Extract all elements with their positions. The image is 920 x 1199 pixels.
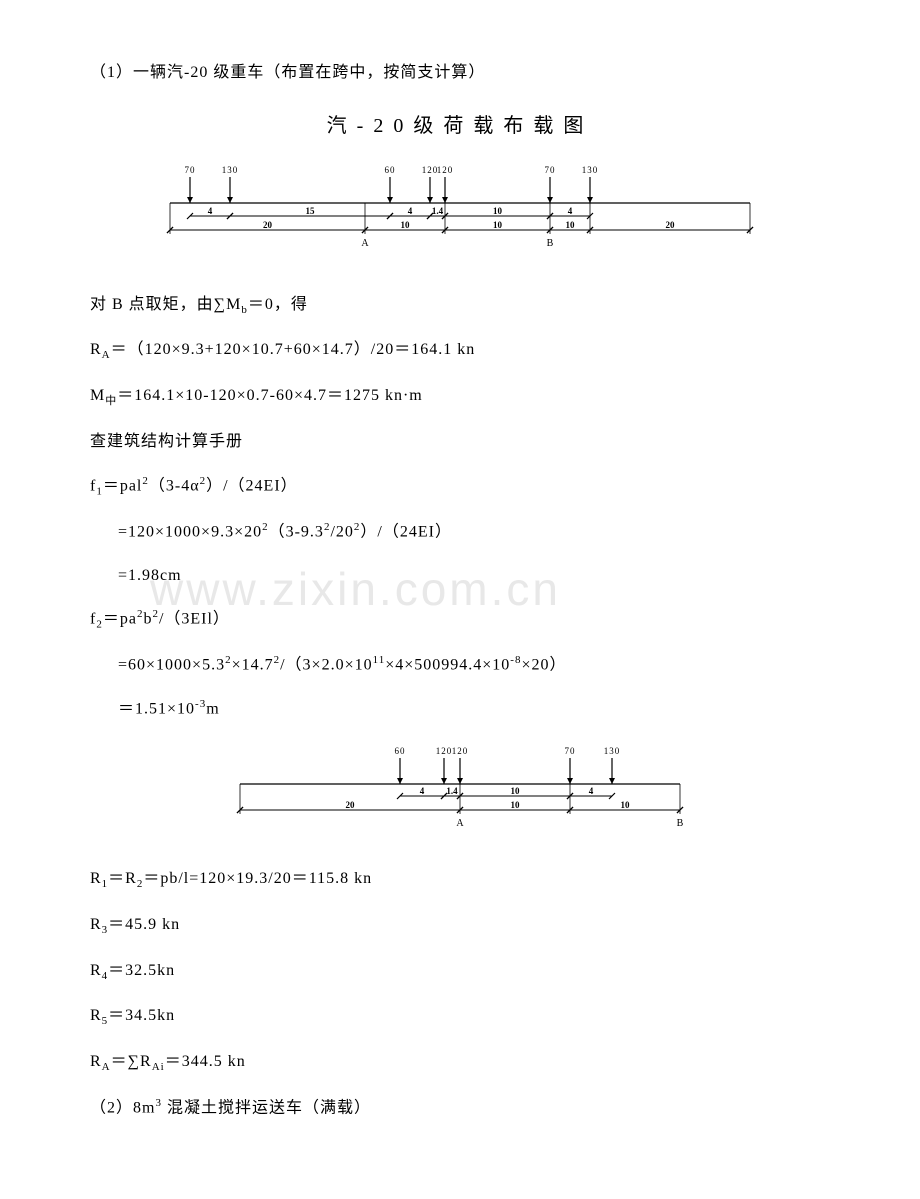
text: ＝32.5kn bbox=[108, 962, 175, 979]
svg-text:4: 4 bbox=[568, 206, 573, 216]
text: ×4×500994.4×10 bbox=[385, 657, 510, 674]
text: R bbox=[90, 916, 102, 933]
line-f2: f2＝pa2b2/（3EIl） bbox=[90, 606, 830, 634]
text: /20 bbox=[330, 523, 353, 540]
text: R bbox=[90, 341, 102, 358]
svg-text:10: 10 bbox=[566, 220, 576, 230]
svg-text:15: 15 bbox=[306, 206, 316, 216]
svg-text:1.4: 1.4 bbox=[446, 786, 458, 796]
line-r3: R3＝45.9 kn bbox=[90, 912, 830, 940]
line-f1-calc: =120×1000×9.3×202（3-9.32/202）/（24EI） bbox=[90, 519, 830, 545]
sup: -8 bbox=[510, 654, 521, 666]
text: （2）8m bbox=[90, 1099, 155, 1116]
svg-text:4: 4 bbox=[408, 206, 413, 216]
svg-text:60: 60 bbox=[385, 165, 396, 175]
svg-text:4: 4 bbox=[589, 786, 594, 796]
text: 混凝土搅拌运送车（满载） bbox=[162, 1099, 371, 1116]
text: R bbox=[90, 870, 102, 887]
svg-text:1.4: 1.4 bbox=[432, 206, 444, 216]
sub: 中 bbox=[105, 395, 117, 407]
svg-text:10: 10 bbox=[493, 220, 503, 230]
section1-title: （1）一辆汽-20 级重车（布置在跨中，按简支计算） bbox=[90, 60, 830, 86]
text: ＝45.9 kn bbox=[108, 916, 180, 933]
svg-text:120: 120 bbox=[436, 746, 453, 756]
svg-text:10: 10 bbox=[493, 206, 503, 216]
svg-text:B: B bbox=[547, 238, 554, 249]
svg-text:10: 10 bbox=[511, 800, 521, 810]
line-f1: f1＝pal2（3-4α2）/（24EI） bbox=[90, 473, 830, 501]
text: ＝34.5kn bbox=[108, 1007, 175, 1024]
sup: 11 bbox=[373, 654, 386, 666]
text: ＝344.5 kn bbox=[165, 1053, 246, 1070]
line-rA: RA＝∑RAi＝344.5 kn bbox=[90, 1049, 830, 1077]
section2-title: （2）8m3 混凝土搅拌运送车（满载） bbox=[90, 1095, 830, 1121]
svg-text:B: B bbox=[677, 818, 684, 829]
sub: A bbox=[102, 1061, 111, 1073]
svg-text:130: 130 bbox=[604, 746, 621, 756]
line-mb: 对 B 点取矩，由∑Mb＝0，得 bbox=[90, 292, 830, 320]
text: ＝1.51×10 bbox=[118, 701, 195, 718]
svg-text:4: 4 bbox=[420, 786, 425, 796]
svg-text:70: 70 bbox=[185, 165, 196, 175]
sub: A bbox=[102, 350, 111, 362]
text: M bbox=[90, 387, 105, 404]
text: ）/（24EI） bbox=[360, 523, 452, 540]
line-r1: R1＝R2＝pb/l=120×19.3/20＝115.8 kn bbox=[90, 866, 830, 894]
text: R bbox=[90, 1007, 102, 1024]
svg-text:70: 70 bbox=[545, 165, 556, 175]
svg-text:120: 120 bbox=[437, 165, 454, 175]
sup: -3 bbox=[195, 698, 206, 710]
text: R bbox=[90, 962, 102, 979]
text: （3-9.3 bbox=[269, 523, 324, 540]
text: /（3×2.0×10 bbox=[280, 657, 373, 674]
text: ＝pb/l=120×19.3/20＝115.8 kn bbox=[143, 870, 372, 887]
sub: Ai bbox=[152, 1061, 165, 1073]
svg-text:70: 70 bbox=[565, 746, 576, 756]
svg-text:130: 130 bbox=[582, 165, 599, 175]
text: ＝0，得 bbox=[248, 296, 308, 313]
diagram2: 4 1.4 10 4 20 10 10 60 120120 70 130 A B bbox=[180, 742, 740, 842]
diagram1: 41541.41042010101020701306012012070130AB bbox=[110, 158, 810, 268]
svg-text:20: 20 bbox=[666, 220, 676, 230]
text: ＝R bbox=[108, 870, 137, 887]
svg-text:20: 20 bbox=[346, 800, 356, 810]
line-f2-calc: =60×1000×5.32×14.72/（3×2.0×1011×4×500994… bbox=[90, 652, 830, 678]
text: ＝164.1×10-120×0.7-60×4.7＝1275 kn·m bbox=[117, 387, 423, 404]
line-f2-result: ＝1.51×10-3m bbox=[90, 696, 830, 722]
text: ）/（24EI） bbox=[206, 477, 298, 494]
text: （3-4α bbox=[149, 477, 200, 494]
text: =120×1000×9.3×20 bbox=[118, 523, 262, 540]
text: /（3EIl） bbox=[159, 610, 230, 627]
text: ＝pa bbox=[103, 610, 137, 627]
text: ＝∑R bbox=[111, 1053, 152, 1070]
svg-text:130: 130 bbox=[222, 165, 239, 175]
diagram1-title: 汽-20级荷载布载图 bbox=[90, 110, 830, 142]
svg-text:10: 10 bbox=[511, 786, 521, 796]
text: ＝pal bbox=[103, 477, 143, 494]
text: ×20） bbox=[521, 657, 566, 674]
line-manual: 查建筑结构计算手册 bbox=[90, 429, 830, 455]
line-r4: R4＝32.5kn bbox=[90, 958, 830, 986]
line-r5: R5＝34.5kn bbox=[90, 1003, 830, 1031]
text: =60×1000×5.3 bbox=[118, 657, 225, 674]
text: 对 B 点取矩，由∑M bbox=[90, 296, 241, 313]
text: m bbox=[206, 701, 219, 718]
text: R bbox=[90, 1053, 102, 1070]
svg-text:4: 4 bbox=[208, 206, 213, 216]
line-ra: RA＝（120×9.3+120×10.7+60×14.7）/20＝164.1 k… bbox=[90, 337, 830, 365]
svg-text:60: 60 bbox=[395, 746, 406, 756]
line-f1-result: =1.98cm bbox=[90, 563, 830, 589]
text: ×14.7 bbox=[232, 657, 274, 674]
svg-text:120: 120 bbox=[452, 746, 469, 756]
svg-text:20: 20 bbox=[263, 220, 273, 230]
svg-text:A: A bbox=[361, 238, 369, 249]
svg-text:A: A bbox=[456, 818, 464, 829]
svg-text:10: 10 bbox=[401, 220, 411, 230]
text: ＝（120×9.3+120×10.7+60×14.7）/20＝164.1 kn bbox=[111, 341, 476, 358]
line-mmid: M中＝164.1×10-120×0.7-60×4.7＝1275 kn·m bbox=[90, 383, 830, 411]
svg-text:10: 10 bbox=[621, 800, 631, 810]
